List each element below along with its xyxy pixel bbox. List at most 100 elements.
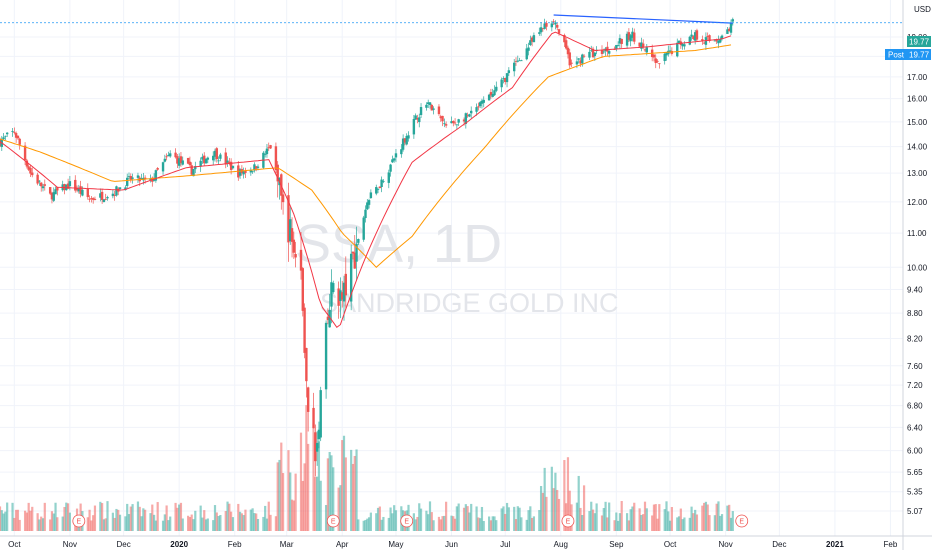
candle-body [43,184,46,186]
volume-bar [68,512,71,531]
volume-bar [174,502,177,531]
candle-body [118,187,122,189]
volume-bar [602,508,605,531]
volume-bar [416,516,419,531]
last-price-badge [907,36,931,47]
volume-bar [161,520,165,531]
post-market-badge [885,49,931,60]
x-axis-ticks[interactable]: Oct Nov Dec 2020 Feb Mar Apr May Jun Jul Aug Sep Oct… [8,540,898,549]
candle-body [556,24,559,28]
resistance-trendline[interactable] [553,14,733,24]
volume-bar [337,487,340,531]
candle-body [115,186,118,196]
candle-body [677,40,681,44]
volume-bar [265,518,269,531]
volume-bar [638,508,641,531]
earnings-marker-label: E [331,519,336,526]
volume-bar [538,510,541,531]
volume-bar [49,519,52,531]
volume-bar [568,490,571,531]
candle-body [401,138,405,150]
volume-bar [618,513,622,531]
candle-body [620,38,623,44]
volume-bar [362,520,365,531]
volume-bar [615,512,618,531]
candle-body [369,192,373,199]
y-tick-label: 6.80 [907,402,923,411]
y-tick-label: 6.00 [907,447,923,456]
candle-body [355,243,358,262]
candle-body [683,44,686,47]
candle-body [414,115,417,120]
volume-bar [633,502,636,531]
candle-body [692,36,695,40]
candle-body [654,58,657,63]
candle-body [452,120,455,124]
volume-bar [688,517,691,531]
earnings-marker[interactable] [326,514,340,528]
candle-body [181,160,184,165]
volume-bar [204,519,208,531]
volume-bar [631,506,634,531]
volume-bar [4,511,7,531]
y-tick-label: 6.40 [907,423,923,432]
candle-body [74,179,77,191]
candle-body [231,165,235,169]
volume-bar [527,510,530,531]
candle-body [154,170,158,181]
candle-body [478,102,482,107]
volume-bar [341,440,344,531]
volume-bar [256,519,260,531]
candle-body [656,60,659,62]
volume-bar [16,509,20,531]
volume-bar [324,505,328,531]
volume-bar [176,507,179,531]
earnings-marker[interactable] [735,514,749,528]
candle-body [557,29,561,34]
volume-bar [276,462,279,531]
candle-body [720,35,724,40]
price-scale[interactable] [903,0,932,550]
earnings-marker[interactable] [561,514,575,528]
candle-body [480,100,484,104]
candle-body [416,117,419,120]
candle-body [303,307,306,353]
candle-body [306,387,310,412]
earnings-marker[interactable] [72,514,86,528]
x-tick-label: Nov [63,540,77,549]
candle-body [437,106,441,115]
volume-bar [289,472,292,531]
y-tick-label: 17.00 [907,73,928,82]
x-tick-label: Nov [719,540,733,549]
candle-body [263,154,267,155]
candle-body [405,135,408,145]
candle-body [391,159,394,163]
candle-body [627,32,631,40]
candle-body [464,113,468,124]
volume-bar [665,501,668,531]
candle-body [568,52,571,66]
candle-body [466,115,469,117]
candle-body [615,44,618,50]
candle-body [688,36,691,45]
volume-bar [595,503,598,531]
y-tick-label: 13.00 [907,169,928,178]
volume-bar [262,516,265,531]
volume-bar [163,514,166,531]
candle-body [294,254,297,258]
candle-body [387,172,390,183]
volume-bar [113,517,116,531]
volume-bar [579,507,582,531]
candle-body [455,124,459,126]
volume-bar [590,501,593,531]
x-tick-label: Apr [336,540,349,549]
x-tick-label: Jun [445,540,458,549]
candle-body [366,202,369,210]
candle-body [106,197,109,199]
earnings-marker[interactable] [400,514,414,528]
volume-bar [539,486,543,531]
candle-body [357,239,360,243]
candle-body [41,186,45,189]
